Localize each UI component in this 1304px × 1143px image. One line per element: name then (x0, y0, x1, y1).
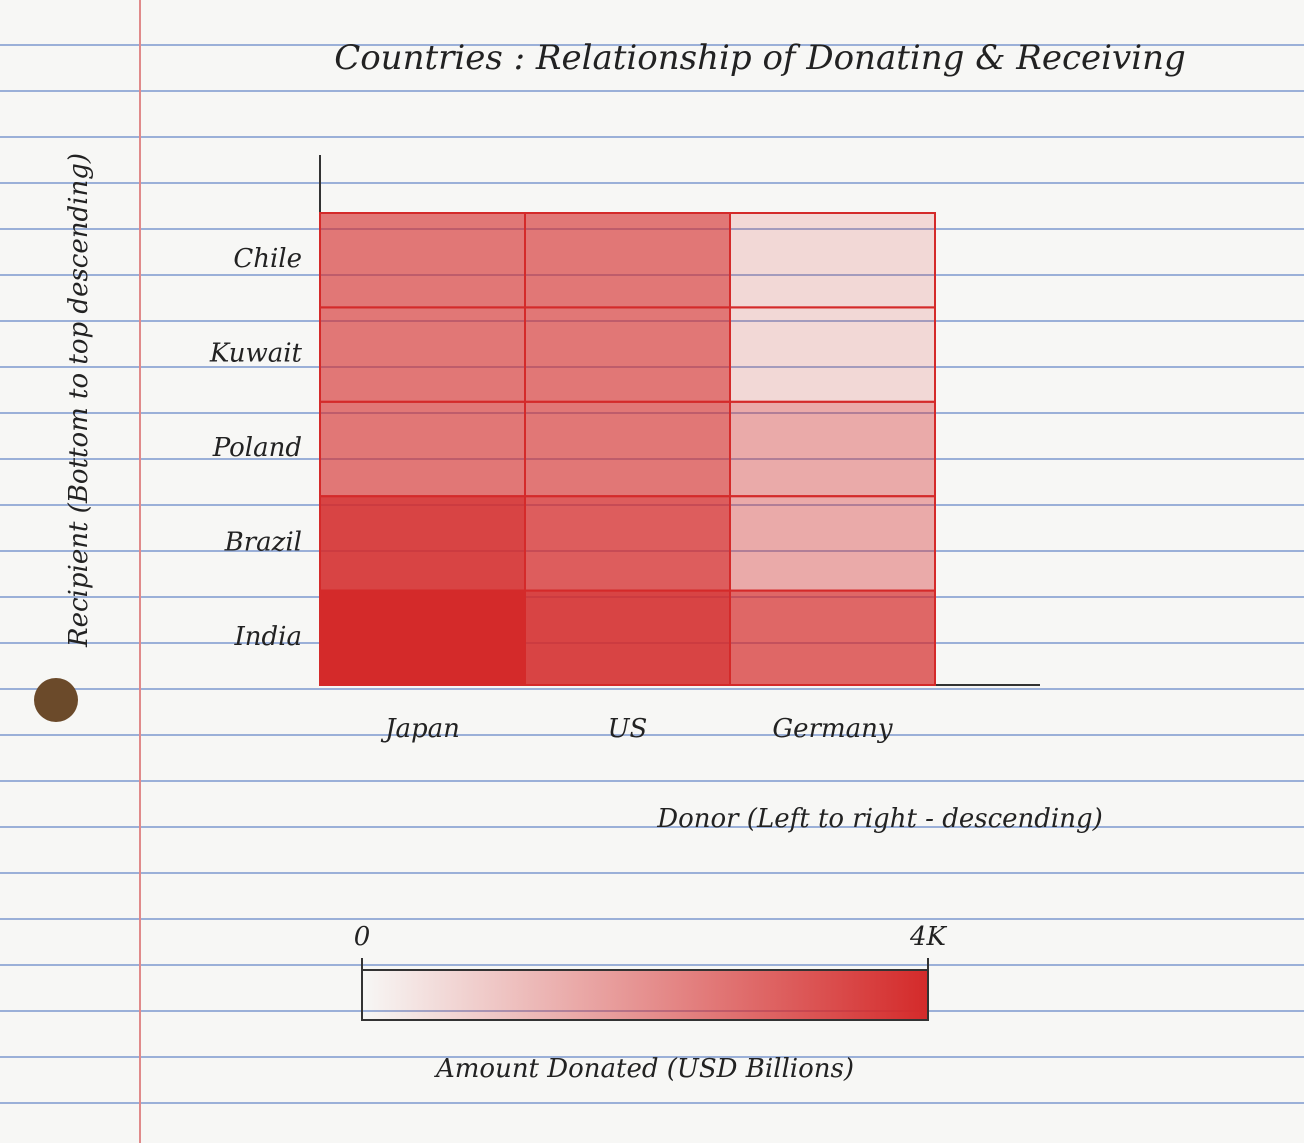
heat-cell (729, 400, 936, 498)
y-tick-label: Poland (212, 433, 302, 463)
x-tick-label: US (608, 714, 648, 744)
y-tick-label: India (234, 622, 302, 652)
heat-cell (729, 212, 936, 309)
colorbar-label: Amount Donated (USD Billions) (434, 1054, 854, 1084)
colorbar-tick-label: 0 (354, 922, 371, 952)
y-tick-label: Kuwait (209, 339, 303, 369)
x-tick-label: Germany (772, 714, 892, 744)
heat-cell (319, 589, 526, 686)
heat-cell (524, 306, 731, 403)
heat-cell (729, 589, 936, 686)
heat-cell (729, 306, 936, 403)
heat-cell (729, 495, 936, 592)
heat-cell (319, 495, 526, 592)
colorbar (361, 969, 929, 1021)
heat-cell (524, 495, 731, 592)
y-tick-label: Chile (233, 244, 302, 274)
y-tick-label: Brazil (224, 527, 302, 557)
heat-cell (524, 400, 731, 498)
chart-title: Countries : Relationship of Donating & R… (334, 38, 1186, 78)
colorbar-tick-label: 4K (909, 922, 948, 952)
heat-cell (524, 589, 731, 686)
y-axis-label: Recipient (Bottom to top descending) (64, 153, 94, 648)
binder-hole (34, 678, 78, 722)
x-axis-label: Donor (Left to right - descending) (656, 804, 1103, 834)
heat-cell (319, 400, 526, 498)
heat-cell (319, 306, 526, 403)
x-tick-label: Japan (380, 714, 460, 744)
heat-cell (319, 212, 526, 309)
heat-cell (524, 212, 731, 309)
